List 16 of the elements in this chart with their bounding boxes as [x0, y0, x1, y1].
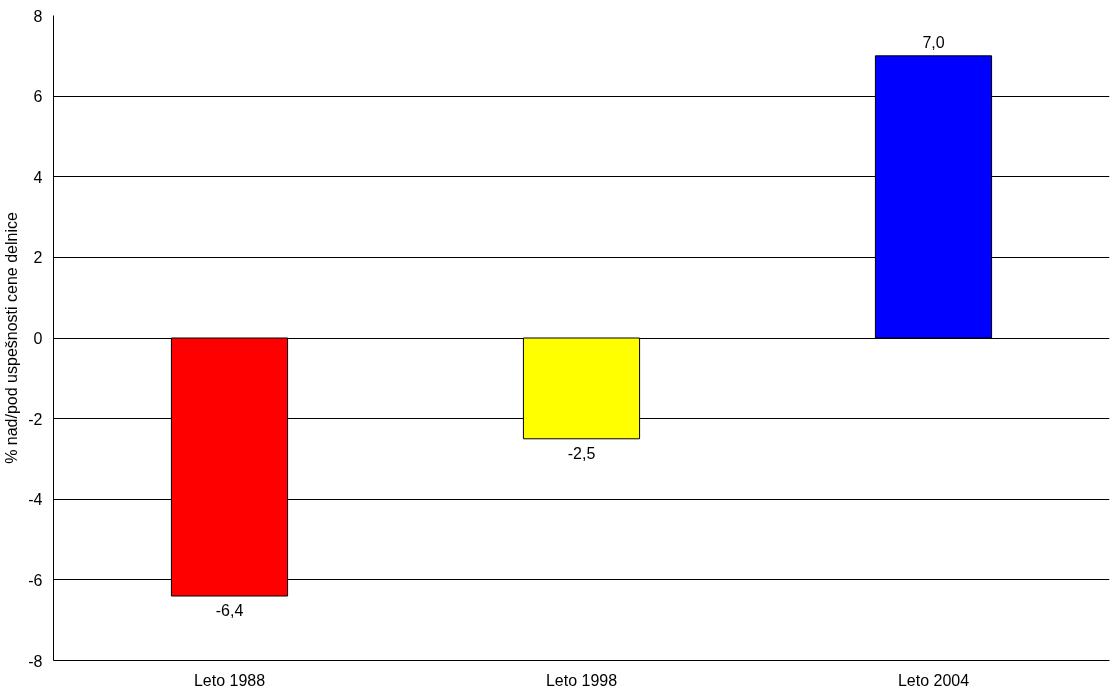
y-tick-label: -6 — [28, 571, 43, 589]
x-tick-label: Leto 1998 — [545, 671, 618, 689]
y-tick-label: -8 — [28, 652, 43, 670]
data-label: -6,4 — [215, 602, 244, 619]
y-tick-label: 2 — [33, 249, 43, 267]
y-tick-label: 8 — [33, 7, 43, 25]
x-tick-label: Leto 1988 — [193, 671, 266, 689]
data-label: -2,5 — [567, 444, 596, 462]
y-axis-title: % nad/pod uspešnosti cene delnice — [3, 212, 21, 464]
y-tick-label: -2 — [28, 410, 43, 428]
data-label: 7,0 — [922, 33, 945, 51]
y-tick-label: -4 — [28, 491, 43, 509]
y-tick-label: 4 — [33, 168, 43, 186]
x-tick-label: Leto 2004 — [897, 671, 970, 689]
y-tick-label: 6 — [33, 88, 43, 106]
y-tick-label: 0 — [33, 330, 43, 347]
